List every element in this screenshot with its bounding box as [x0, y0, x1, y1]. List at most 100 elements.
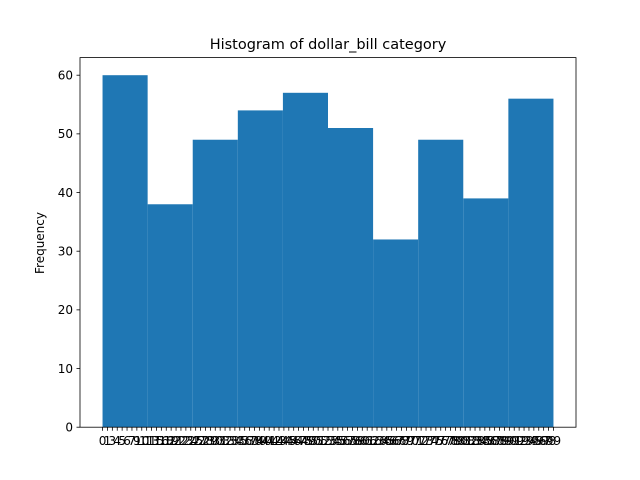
x-tick-label: 95: [526, 434, 541, 448]
x-tick-label: 73: [418, 434, 433, 448]
x-tick-label: 80: [453, 434, 468, 448]
x-tick-label: 93: [516, 434, 531, 448]
x-tick-label: 52: [315, 434, 330, 448]
x-tick-label: 69: [399, 434, 414, 448]
x-tick-label: 81: [458, 434, 473, 448]
x-tick-label: 91: [507, 434, 522, 448]
x-tick-label: 36: [237, 434, 252, 448]
x-tick-label: 23: [178, 434, 193, 448]
x-tick-label: 75: [428, 434, 443, 448]
x-tick-label: 42: [266, 434, 281, 448]
histogram-bar: [147, 204, 193, 428]
x-tick-label: 77: [438, 434, 453, 448]
x-tick-label: 50: [306, 434, 321, 448]
x-tick-label: 46: [286, 434, 301, 448]
x-tick-label: 33: [222, 434, 237, 448]
x-tick-label: 82: [462, 434, 477, 448]
x-tick-label: 9: [133, 434, 141, 448]
x-tick-label: 83: [467, 434, 482, 448]
x-tick-label: 4: [113, 434, 121, 448]
x-tick-label: 7: [128, 434, 136, 448]
x-tick-label: 48: [296, 434, 311, 448]
x-tick-label: 54: [325, 434, 340, 448]
x-tick-label: 28: [198, 434, 213, 448]
x-tick-label: 11: [139, 434, 154, 448]
x-tick-label: 3: [109, 434, 117, 448]
y-tick-label: 20: [58, 303, 73, 317]
x-tick-label: 63: [369, 434, 384, 448]
plot-frame: [79, 57, 577, 428]
chart-title: Histogram of dollar_bill category: [210, 37, 447, 53]
bars-group: [102, 75, 554, 428]
x-tick-label: 6: [123, 434, 131, 448]
x-tick-label: 38: [247, 434, 262, 448]
x-tick-label: 74: [423, 434, 438, 448]
x-tick-label: 53: [320, 434, 335, 448]
histogram-bar: [373, 239, 419, 428]
x-tick-label: 71: [409, 434, 424, 448]
histogram-bar: [463, 198, 509, 428]
x-tick-label: 60: [355, 434, 370, 448]
x-tick-label: 39: [252, 434, 267, 448]
x-tick-label: 56: [335, 434, 350, 448]
y-tick-label: 50: [58, 127, 73, 141]
x-tick-label: 58: [345, 434, 360, 448]
x-tick-label: 29: [203, 434, 218, 448]
x-tick-label: 21: [168, 434, 183, 448]
y-tick-label: 60: [58, 69, 73, 83]
x-tick-label: 61: [360, 434, 375, 448]
x-tick-label: 65: [379, 434, 394, 448]
x-tick-label: 34: [227, 434, 242, 448]
y-axis-label: Frequency: [33, 212, 47, 274]
x-tick-label: 13: [144, 434, 159, 448]
x-tick-label: 15: [149, 434, 164, 448]
x-tick-label: 1: [104, 434, 112, 448]
x-tick-label: 90: [502, 434, 517, 448]
x-tick-label: 0: [99, 434, 107, 448]
histogram-bar: [192, 139, 238, 428]
x-tick-label: 97: [536, 434, 551, 448]
x-tick-label: 59: [350, 434, 365, 448]
x-tick-label: 25: [188, 434, 203, 448]
x-tick-label: 64: [374, 434, 389, 448]
x-tick-label: 44: [276, 434, 291, 448]
x-tick-label: 67: [389, 434, 404, 448]
x-tick-label: 70: [404, 434, 419, 448]
x-tick-label: 10: [134, 434, 149, 448]
histogram-bar: [102, 75, 148, 428]
histogram-bar: [282, 92, 328, 428]
x-tick-label: 5: [118, 434, 126, 448]
x-tick-label: 49: [301, 434, 316, 448]
x-tick-label: 18: [159, 434, 174, 448]
y-tick-label: 0: [65, 421, 73, 435]
x-tick-label: 76: [433, 434, 448, 448]
y-tick-label: 10: [58, 362, 73, 376]
histogram-bar: [328, 128, 374, 428]
x-tick-label: 24: [183, 434, 198, 448]
y-tick-label: 40: [58, 186, 73, 200]
x-tick-label: 32: [217, 434, 232, 448]
x-tick-label: 43: [271, 434, 286, 448]
x-tick-label: 72: [413, 434, 428, 448]
x-tick-label: 86: [482, 434, 497, 448]
x-tick-label: 92: [512, 434, 527, 448]
y-axis-ticks: 0 10 20 30 40 50 60: [58, 69, 80, 435]
x-axis-ticks: 0134567910111315161819212223242527282930…: [99, 427, 561, 448]
histogram-bar: [508, 98, 554, 428]
x-tick-label: 30: [208, 434, 223, 448]
x-tick-label: 16: [154, 434, 169, 448]
x-tick-label: 84: [472, 434, 487, 448]
histogram-bar: [418, 139, 464, 428]
x-tick-label: 62: [364, 434, 379, 448]
x-tick-label: 27: [193, 434, 208, 448]
x-tick-label: 85: [477, 434, 492, 448]
x-tick-label: 89: [497, 434, 512, 448]
x-tick-label: 55: [330, 434, 345, 448]
x-tick-label: 57: [340, 434, 355, 448]
x-tick-label: 99: [546, 434, 561, 448]
x-tick-label: 37: [242, 434, 257, 448]
x-tick-label: 87: [487, 434, 502, 448]
x-tick-label: 40: [257, 434, 272, 448]
x-tick-label: 41: [262, 434, 277, 448]
